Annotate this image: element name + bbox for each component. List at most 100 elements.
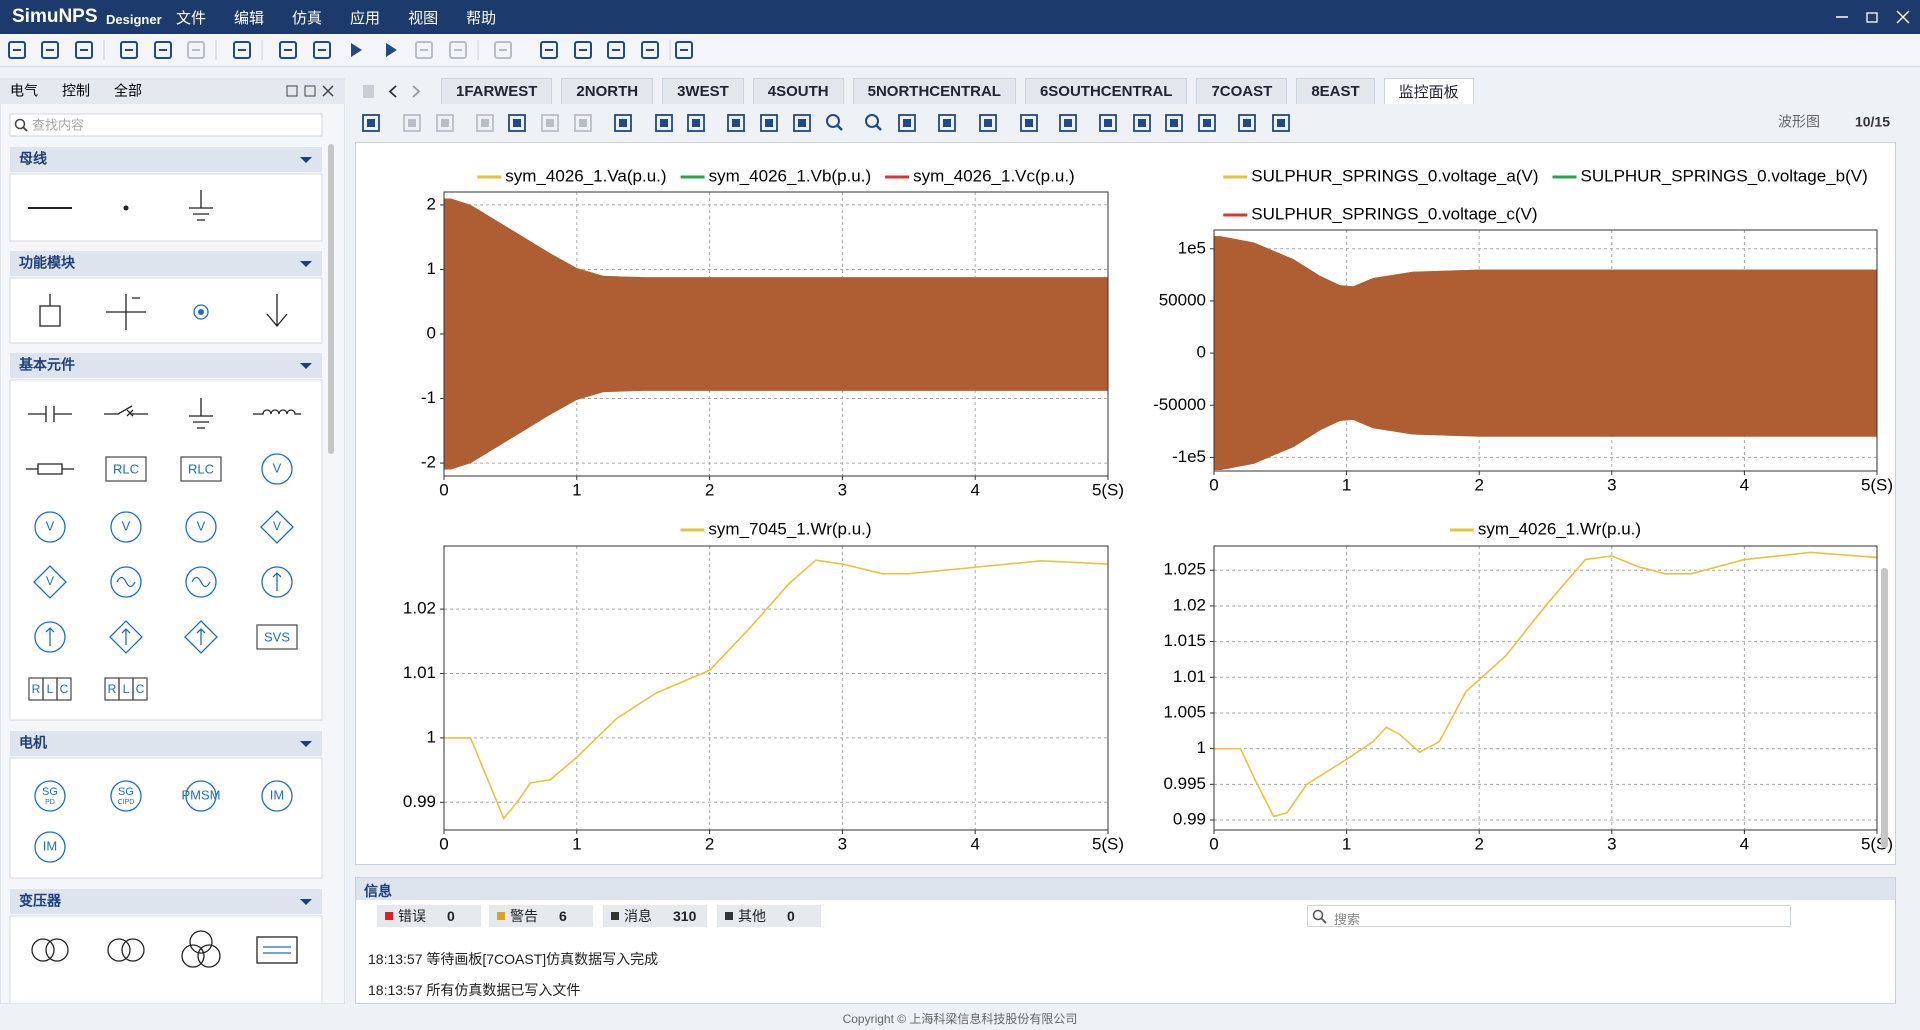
panel-tab[interactable]: 电气 — [10, 83, 38, 99]
chart-tool-button[interactable] — [898, 114, 916, 132]
legend-item[interactable]: sym_7045_1.Wr(p.u.) — [680, 519, 872, 538]
chart-tool-button[interactable] — [1238, 114, 1256, 132]
search-box[interactable]: 搜索 — [1307, 905, 1791, 927]
component-icon[interactable] — [253, 409, 301, 415]
component-icon[interactable] — [31, 938, 69, 962]
component-icon[interactable] — [26, 463, 74, 475]
chart-tool-button[interactable] — [1099, 114, 1117, 132]
search-box[interactable] — [9, 113, 323, 137]
legend-item[interactable]: sym_4026_1.Vc(p.u.) — [885, 166, 1075, 185]
editor-tab[interactable]: 监控面板 — [1383, 78, 1474, 104]
chart-tool-button[interactable] — [727, 114, 745, 132]
component-icon[interactable] — [110, 566, 142, 598]
component-icon[interactable]: RLC — [105, 456, 147, 482]
component-icon[interactable]: SVS — [256, 624, 298, 650]
chart-tool-button[interactable] — [760, 114, 778, 132]
toolbar-button[interactable] — [120, 41, 138, 59]
close-button[interactable] — [1896, 10, 1910, 24]
component-icon[interactable]: V — [33, 565, 67, 599]
component-icon[interactable]: V — [34, 511, 66, 543]
panel-button[interactable] — [286, 85, 298, 97]
component-icon[interactable]: RLC — [180, 456, 222, 482]
toolbar-button[interactable] — [313, 41, 331, 59]
component-icon[interactable] — [34, 621, 66, 653]
editor-tab[interactable]: 3WEST — [662, 78, 744, 104]
component-icon[interactable] — [256, 936, 298, 964]
editor-tab[interactable]: 4SOUTH — [752, 78, 844, 104]
editor-tab[interactable]: 5NORTHCENTRAL — [852, 78, 1016, 104]
menu-item[interactable]: 文件 — [176, 9, 207, 27]
component-icon[interactable]: V — [185, 511, 217, 543]
toolbar-button[interactable] — [279, 41, 297, 59]
chart-tool-button[interactable] — [574, 114, 592, 132]
toolbar-button[interactable] — [41, 41, 59, 59]
component-icon[interactable]: IM — [261, 780, 293, 812]
component-icon[interactable]: V — [261, 453, 293, 485]
component-icon[interactable] — [123, 205, 129, 211]
component-icon[interactable] — [106, 294, 146, 330]
chart-tool-button[interactable] — [1133, 114, 1151, 132]
chart-tool-button[interactable] — [1059, 114, 1077, 132]
component-icon[interactable]: IM — [34, 831, 66, 863]
counter[interactable]: 消息 310 — [603, 905, 707, 927]
menu-item[interactable]: 仿真 — [292, 9, 323, 27]
toolbar-button[interactable] — [415, 41, 433, 59]
toolbar-button[interactable] — [75, 41, 93, 59]
component-icon[interactable] — [189, 398, 213, 429]
legend-item[interactable]: sym_4026_1.Va(p.u.) — [477, 166, 667, 185]
panel-button[interactable] — [322, 85, 334, 97]
chart-tool-button[interactable] — [1020, 114, 1038, 132]
editor-tab[interactable]: 2NORTH — [561, 78, 654, 104]
toolbar-button[interactable] — [154, 41, 172, 59]
toolbar-button[interactable] — [574, 41, 592, 59]
scroll-thumb[interactable] — [1881, 568, 1888, 848]
counter[interactable]: 警告 6 — [489, 905, 593, 927]
chart-tool-button[interactable] — [793, 114, 811, 132]
chart-tool-button[interactable] — [403, 114, 421, 132]
chart-tool-button[interactable] — [938, 114, 956, 132]
section-header[interactable] — [10, 353, 322, 378]
chart-tool-button[interactable] — [865, 114, 882, 131]
menu-item[interactable]: 视图 — [408, 9, 439, 27]
tab-next[interactable] — [412, 85, 421, 98]
toolbar-button[interactable] — [449, 41, 467, 59]
chart-tool-button[interactable] — [826, 114, 843, 131]
component-icon[interactable] — [28, 406, 72, 422]
component-icon[interactable] — [109, 620, 143, 654]
chart-tool-button[interactable] — [614, 114, 632, 132]
component-icon[interactable] — [181, 930, 221, 968]
scrollbar-thumb[interactable] — [328, 144, 334, 454]
toolbar-button[interactable] — [540, 41, 558, 59]
chart-tool-button[interactable] — [979, 114, 997, 132]
section-header[interactable] — [10, 889, 322, 914]
chart-tool-button[interactable] — [362, 114, 380, 132]
section-header[interactable] — [10, 251, 322, 276]
chart-tool-button[interactable] — [1272, 114, 1290, 132]
chart-tool-button[interactable] — [687, 114, 705, 132]
component-icon[interactable] — [266, 294, 288, 328]
menu-item[interactable]: 编辑 — [234, 9, 265, 27]
component-icon[interactable] — [39, 294, 61, 327]
toolbar-button[interactable] — [233, 41, 251, 59]
component-icon[interactable]: PMSM — [182, 780, 221, 812]
chart-tool-button[interactable] — [1198, 114, 1216, 132]
component-icon[interactable] — [185, 566, 217, 598]
legend-item[interactable]: sym_4026_1.Vb(p.u.) — [680, 166, 872, 185]
chart-tool-button[interactable] — [476, 114, 494, 132]
editor-tab[interactable]: 6SOUTHCENTRAL — [1024, 78, 1188, 104]
panel-tab[interactable]: 控制 — [62, 83, 90, 99]
component-icon[interactable] — [184, 620, 218, 654]
component-icon[interactable]: V — [260, 510, 294, 544]
chart-tool-button[interactable] — [436, 114, 454, 132]
counter[interactable]: 错误 0 — [377, 905, 481, 927]
panel-tab[interactable]: 全部 — [114, 83, 142, 99]
toolbar-button[interactable] — [494, 41, 512, 59]
legend-item[interactable]: SULPHUR_SPRINGS_0.voltage_c(V) — [1223, 204, 1538, 223]
toolbar-button[interactable] — [641, 41, 659, 59]
counter[interactable]: 其他 0 — [717, 905, 821, 927]
component-icon[interactable]: V — [110, 511, 142, 543]
tab-prev[interactable] — [388, 85, 397, 98]
legend-item[interactable]: SULPHUR_SPRINGS_0.voltage_b(V) — [1552, 166, 1868, 185]
editor-tab[interactable]: 7COAST — [1196, 78, 1288, 104]
